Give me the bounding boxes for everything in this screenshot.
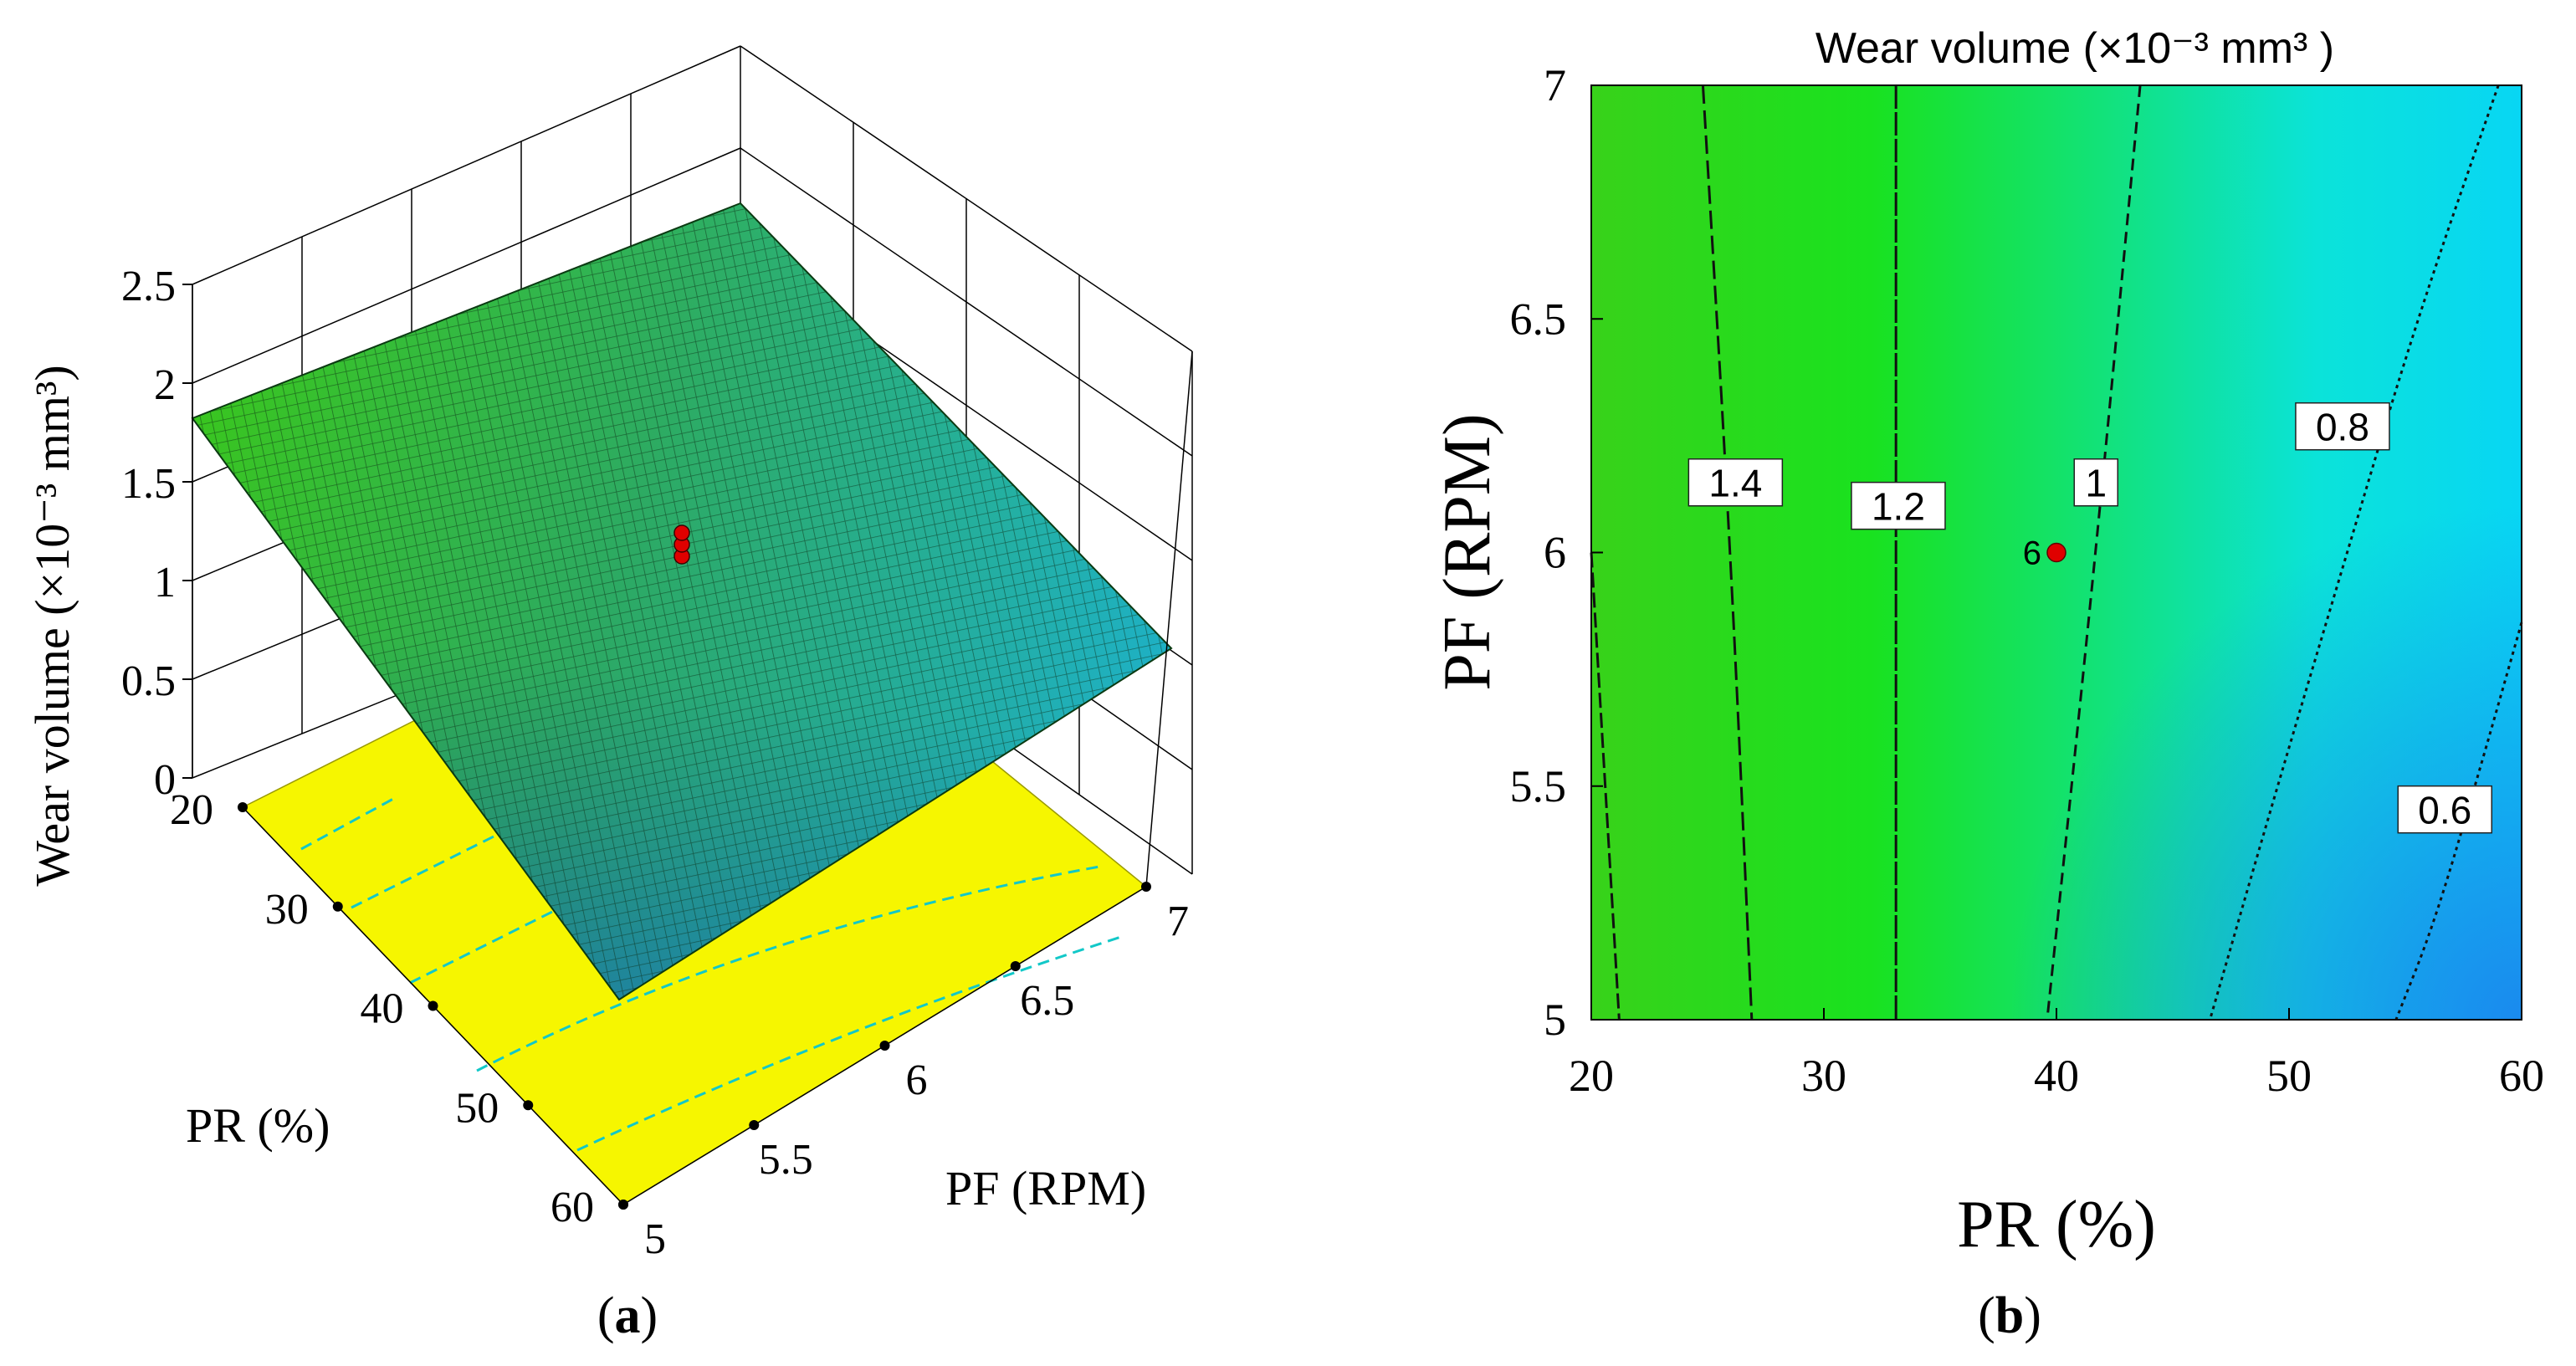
surface-z-axis: 0 0.5 1 1.5 2 2.5 bbox=[121, 263, 192, 804]
surface-pf-tick-label: 6.5 bbox=[1020, 977, 1074, 1025]
response-surface bbox=[191, 202, 1173, 1001]
surface-pf-tick-label: 5.5 bbox=[759, 1136, 813, 1184]
surface-pr-tick-label: 20 bbox=[170, 786, 213, 834]
contour-line bbox=[1590, 552, 1621, 1021]
surface-pr-tick bbox=[428, 1000, 438, 1011]
contour-x-axis-label: PR (%) bbox=[1957, 1188, 2156, 1261]
contour-line bbox=[2209, 84, 2500, 1021]
contour-x-tick-label: 40 bbox=[2034, 1051, 2079, 1101]
surface-pf-axis: 5 5.5 6 6.5 7 bbox=[618, 882, 1189, 1263]
surface-pf-tick bbox=[618, 1200, 628, 1210]
contour-title: Wear volume (×10⁻³ mm³ ) bbox=[1815, 24, 2334, 73]
contour-y-axis: 5 5.5 6 6.5 7 bbox=[1510, 60, 1603, 1045]
panel-b-caption: (b) bbox=[1978, 1287, 2041, 1344]
surface-pr-tick bbox=[332, 901, 343, 912]
contour-label-box bbox=[1851, 481, 1946, 530]
surface-pr-axis-label: PR (%) bbox=[186, 1098, 330, 1153]
contour-y-tick-label: 5 bbox=[1544, 995, 1566, 1045]
surface-z-tick-label: 1.5 bbox=[121, 460, 176, 508]
surface-pr-tick-label: 60 bbox=[551, 1184, 594, 1231]
contour-line bbox=[1701, 84, 1754, 1021]
surface-pf-axis-label: PF (RPM) bbox=[945, 1161, 1146, 1215]
contour-label-box bbox=[2397, 785, 2493, 834]
contour-label: 1.4 bbox=[1708, 462, 1762, 505]
surface-z-tick-label: 2.5 bbox=[121, 263, 176, 310]
panel-a-caption: (a) bbox=[597, 1287, 658, 1344]
panel-a-surface-plot: 0 0.5 1 1.5 2 2.5 20 30 40 50 60 5 5.5 6 6.5 7 Wear v… bbox=[25, 45, 1193, 1344]
contour-line bbox=[2394, 622, 2523, 1021]
contour-x-tick-label: 20 bbox=[1569, 1051, 1614, 1101]
surface-pr-tick-label: 30 bbox=[265, 886, 309, 934]
surface-pr-axis: 20 30 40 50 60 bbox=[170, 786, 628, 1231]
surface-pf-tick bbox=[1141, 882, 1151, 892]
surface-z-tick-label: 0 bbox=[154, 756, 176, 804]
surface-pr-tick-label: 50 bbox=[455, 1084, 499, 1132]
contour-label-box bbox=[1687, 458, 1784, 507]
contour-x-tick-label: 30 bbox=[1801, 1051, 1846, 1101]
surface-z-tick-label: 1 bbox=[154, 559, 176, 606]
surface-pr-tick bbox=[523, 1100, 534, 1111]
contour-label: 0.6 bbox=[2418, 789, 2471, 832]
surface-z-tick-label: 0.5 bbox=[121, 657, 176, 705]
contour-y-tick-label: 6 bbox=[1544, 528, 1566, 578]
surface-z-axis-label: Wear volume (×10⁻³ mm³) bbox=[25, 365, 79, 886]
contour-y-tick-label: 7 bbox=[1544, 60, 1566, 110]
panel-b-contour-plot: Wear volume (×10⁻³ mm³ ) 1.4 1.2 1 0.8 0.6 6… bbox=[1431, 24, 2544, 1344]
contour-y-tick-label: 5.5 bbox=[1510, 761, 1567, 811]
surface-pf-tick bbox=[879, 1041, 890, 1051]
contour-x-tick-label: 60 bbox=[2499, 1051, 2544, 1101]
contour-level-labels: 1.4 1.2 1 0.8 0.6 bbox=[1687, 402, 2493, 834]
surface-pf-tick bbox=[1010, 961, 1021, 971]
floor-contour-lines bbox=[300, 797, 1122, 1152]
surface-design-point bbox=[673, 524, 690, 541]
surface-pr-tick-label: 40 bbox=[361, 985, 404, 1033]
surface-design-points bbox=[673, 524, 690, 565]
contour-label-box bbox=[2073, 458, 2119, 507]
contour-x-axis: 20 30 40 50 60 bbox=[1569, 1008, 2544, 1101]
contour-lines bbox=[1590, 84, 2523, 1021]
contour-design-points: 6 bbox=[2023, 535, 2066, 572]
surface-pr-tick bbox=[238, 802, 248, 812]
contour-design-point-count: 6 bbox=[2023, 535, 2041, 572]
contour-y-axis-label: PF (RPM) bbox=[1431, 413, 1504, 690]
surface-pf-tick bbox=[749, 1120, 760, 1130]
surface-pf-tick-label: 6 bbox=[906, 1056, 928, 1104]
surface-z-tick-label: 2 bbox=[154, 361, 176, 409]
contour-label-box bbox=[2295, 402, 2390, 451]
surface-pf-tick-label: 7 bbox=[1167, 898, 1189, 945]
contour-label: 1.2 bbox=[1872, 485, 1925, 529]
contour-label: 1 bbox=[2085, 462, 2107, 505]
contour-y-tick-label: 6.5 bbox=[1510, 294, 1567, 344]
contour-line bbox=[2046, 84, 2142, 1021]
contour-label: 0.8 bbox=[2316, 406, 2369, 449]
contour-x-tick-label: 50 bbox=[2266, 1051, 2312, 1101]
surface-pf-tick-label: 5 bbox=[644, 1215, 666, 1263]
contour-design-point bbox=[2046, 542, 2066, 563]
